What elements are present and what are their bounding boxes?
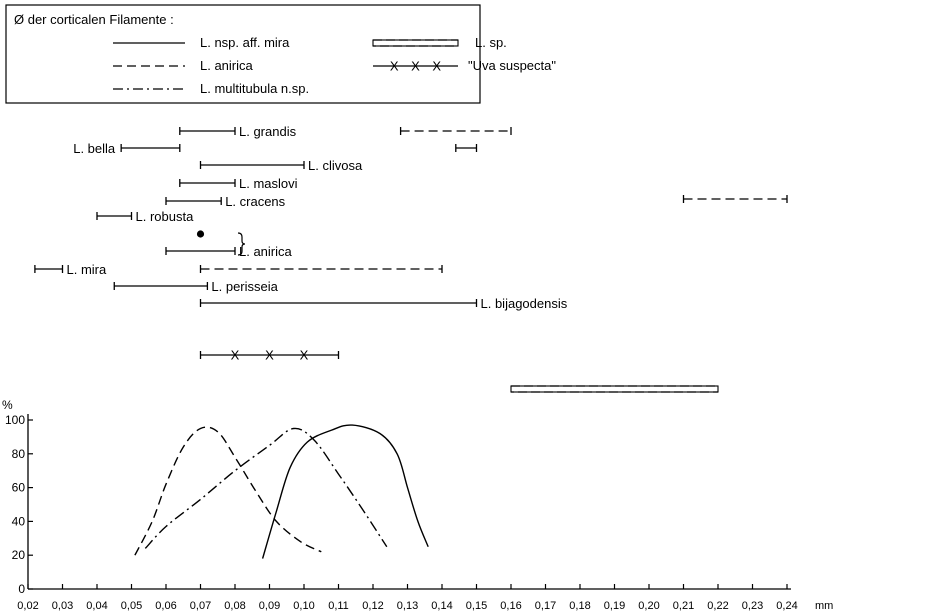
- range-bar-0: [179, 127, 236, 135]
- range-point-0: [196, 230, 205, 238]
- x-tick-label-5: 0,07: [190, 600, 211, 612]
- legend-box: Ø der corticalen Filamente : L. nsp. aff…: [5, 4, 556, 104]
- legend-sample-3-cross: X: [411, 59, 420, 74]
- range-label-9: L. anirica: [239, 244, 293, 259]
- range-bar-1: [399, 127, 512, 135]
- x-tick-label-3: 0,05: [121, 600, 142, 612]
- legend-label-1: L. sp.: [475, 35, 507, 50]
- legend-sample-3-cross: X: [432, 59, 441, 74]
- range-bar-12: [113, 282, 209, 290]
- range-bar-5: [179, 179, 236, 187]
- anirica-bracket: [237, 232, 246, 256]
- legend-label-3: "Uva suspecta": [468, 58, 556, 73]
- legend-sample-3-cross: X: [390, 59, 399, 74]
- range-bar-7: [682, 195, 788, 203]
- range-bars: L. grandis L. bella L. clivosa L. maslovi L.…: [34, 124, 788, 393]
- x-tick-label-12: 0,14: [431, 600, 452, 612]
- range-bar-2: [120, 144, 181, 152]
- range-bar-13: [199, 299, 478, 307]
- x-tick-label-2: 0,04: [86, 600, 107, 612]
- legend-label-2: L. anirica: [200, 58, 254, 73]
- series-line-1: [144, 427, 388, 549]
- legend-frame: [5, 4, 481, 104]
- x-tick-label-11: 0,13: [397, 600, 418, 612]
- range-bar-8: [96, 212, 133, 220]
- range-bar-3: [455, 144, 478, 152]
- x-tick-label-20: 0,22: [707, 600, 728, 612]
- range-bar-15: [510, 385, 719, 393]
- x-tick-label-4: 0,06: [155, 600, 176, 612]
- x-tick-label-21: 0,23: [742, 600, 763, 612]
- range-label-2: L. bella: [73, 141, 116, 156]
- range-bar-15-box: [510, 385, 719, 393]
- x-tick-label-13: 0,15: [466, 600, 487, 612]
- y-tick-label-3: 60: [12, 481, 26, 495]
- range-label-10: L. mira: [67, 262, 108, 277]
- x-tick-label-9: 0,11: [328, 600, 349, 612]
- y-tick-label-5: 100: [5, 413, 25, 427]
- legend-title: Ø der corticalen Filamente :: [14, 12, 174, 27]
- x-tick-label-15: 0,17: [535, 600, 556, 612]
- x-tick-label-1: 0,03: [52, 600, 73, 612]
- x-tick-label-19: 0,21: [673, 600, 694, 612]
- range-bar-14-cross: X: [231, 348, 240, 363]
- legend-sample-1: [372, 39, 459, 47]
- range-label-6: L. cracens: [225, 194, 285, 209]
- x-tick-label-6: 0,08: [224, 600, 245, 612]
- legend-sample-1-box: [372, 39, 459, 47]
- x-tick-label-22: 0,24: [776, 600, 797, 612]
- x-tick-label-10: 0,12: [362, 600, 383, 612]
- range-bar-14-cross: X: [265, 348, 274, 363]
- range-label-8: L. robusta: [136, 209, 195, 224]
- range-bar-14-cross: X: [300, 348, 309, 363]
- x-tick-label-0: 0,02: [17, 600, 38, 612]
- x-tick-label-17: 0,19: [604, 600, 625, 612]
- y-tick-label-4: 80: [12, 447, 26, 461]
- x-tick-label-14: 0,16: [500, 600, 521, 612]
- range-label-13: L. bijagodensis: [481, 296, 568, 311]
- x-tick-label-7: 0,09: [259, 600, 280, 612]
- distribution-plot: % 0 20 40 60 80 100 0,02 0,03 0,04 0,05 0,06 0,07 0,0…: [2, 398, 833, 612]
- y-tick-label-2: 40: [12, 514, 26, 528]
- range-bar-10: [34, 265, 64, 273]
- y-unit: %: [2, 398, 13, 412]
- range-bar-9: [165, 247, 236, 255]
- range-bar-11: [199, 265, 443, 273]
- series-line-0: [134, 426, 322, 556]
- range-label-12: L. perisseia: [211, 279, 278, 294]
- legend-label-0: L. nsp. aff. mira: [200, 35, 290, 50]
- x-tick-label-16: 0,18: [569, 600, 590, 612]
- range-label-4: L. clivosa: [308, 158, 363, 173]
- range-label-5: L. maslovi: [239, 176, 298, 191]
- x-tick-label-18: 0,20: [638, 600, 659, 612]
- y-tick-label-0: 0: [18, 582, 25, 596]
- x-tick-label-8: 0,10: [293, 600, 314, 612]
- legend-label-4: L. multitubula n.sp.: [200, 81, 309, 96]
- range-label-0: L. grandis: [239, 124, 297, 139]
- range-bar-6: [165, 197, 222, 205]
- series-line-2: [261, 424, 429, 559]
- range-bar-4: [199, 161, 305, 169]
- y-tick-label-1: 20: [12, 548, 26, 562]
- x-unit: mm: [815, 600, 833, 612]
